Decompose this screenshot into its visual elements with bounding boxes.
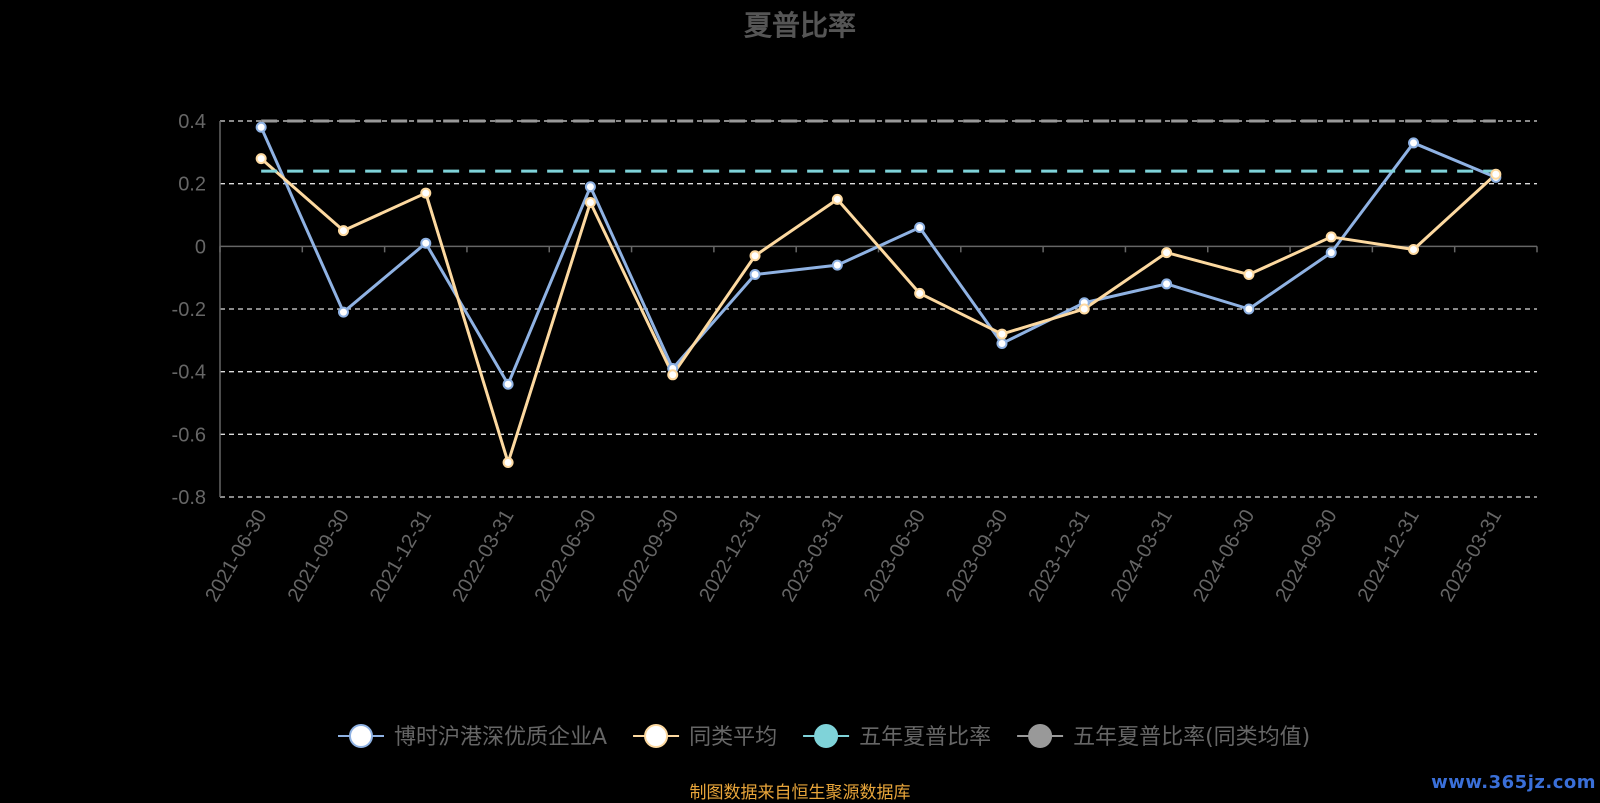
data-point-1 (255, 153, 267, 165)
x-tick-label: 2022-12-31 (695, 506, 765, 606)
site-watermark: www.365jz.com (1431, 772, 1596, 793)
legend-label-2: 五年夏普比率 (859, 725, 991, 750)
data-point-0 (1408, 137, 1420, 149)
data-point-1 (1490, 168, 1502, 180)
legend-label-3: 五年夏普比率(同类均值) (1073, 725, 1310, 750)
data-point-1 (1078, 303, 1090, 315)
legend-marker-1 (644, 724, 669, 748)
x-tick-label: 2024-12-31 (1354, 506, 1424, 606)
x-tick-label: 2023-06-30 (860, 506, 930, 606)
x-tick-label: 2022-03-31 (448, 506, 518, 606)
x-tick-label: 2021-06-30 (201, 506, 271, 606)
x-tick-label: 2025-03-31 (1436, 506, 1506, 606)
x-tick-label: 2022-09-30 (613, 506, 683, 606)
x-tick-label: 2021-12-31 (366, 506, 436, 606)
data-point-0 (749, 269, 761, 281)
data-point-0 (914, 222, 926, 234)
legend-marker-3 (1028, 724, 1053, 748)
data-point-1 (1408, 243, 1420, 255)
data-point-1 (502, 457, 514, 469)
data-point-1 (1243, 269, 1255, 281)
data-point-0 (502, 378, 514, 390)
data-point-0 (831, 259, 843, 271)
data-point-1 (667, 369, 679, 381)
data-point-1 (337, 225, 349, 237)
x-tick-label: 2023-09-30 (942, 506, 1012, 606)
data-point-1 (996, 328, 1008, 340)
x-tick-label: 2024-03-31 (1107, 506, 1177, 606)
data-point-1 (420, 187, 432, 199)
x-tick-label: 2024-09-30 (1271, 506, 1341, 606)
x-tick-label: 2021-09-30 (284, 506, 354, 606)
data-point-0 (996, 337, 1008, 349)
data-point-0 (337, 306, 349, 318)
y-tick-label: -0.6 (172, 424, 206, 446)
data-point-0 (1325, 247, 1337, 259)
y-tick-label: -0.2 (172, 299, 206, 321)
chart-title: 夏普比率 (743, 9, 856, 42)
data-point-1 (584, 196, 596, 208)
data-point-0 (420, 237, 432, 249)
x-tick-label: 2022-06-30 (531, 506, 601, 606)
data-source-note: 制图数据来自恒生聚源数据库 (689, 783, 911, 803)
data-point-1 (914, 287, 926, 299)
y-tick-label: 0.2 (178, 174, 206, 196)
x-tick-label: 2024-06-30 (1189, 506, 1259, 606)
data-point-0 (255, 121, 267, 133)
legend-marker-0 (349, 724, 373, 748)
legend-label-0: 博时沪港深优质企业A (394, 725, 607, 750)
legend-marker-2 (814, 724, 839, 748)
data-point-1 (1325, 231, 1337, 243)
y-tick-label: -0.4 (172, 362, 206, 384)
x-tick-label: 2023-03-31 (778, 506, 848, 606)
y-tick-label: -0.8 (172, 487, 206, 509)
legend-label-1: 同类平均 (689, 725, 777, 750)
data-point-1 (749, 250, 761, 262)
data-point-1 (1161, 247, 1173, 259)
y-tick-label: 0.4 (178, 111, 206, 133)
data-point-0 (584, 181, 596, 193)
data-point-0 (1161, 278, 1173, 290)
data-point-1 (831, 193, 843, 205)
data-point-0 (1243, 303, 1255, 315)
y-tick-label: 0 (195, 236, 206, 258)
series-line-1 (260, 157, 1497, 465)
x-tick-label: 2023-12-31 (1024, 506, 1094, 606)
